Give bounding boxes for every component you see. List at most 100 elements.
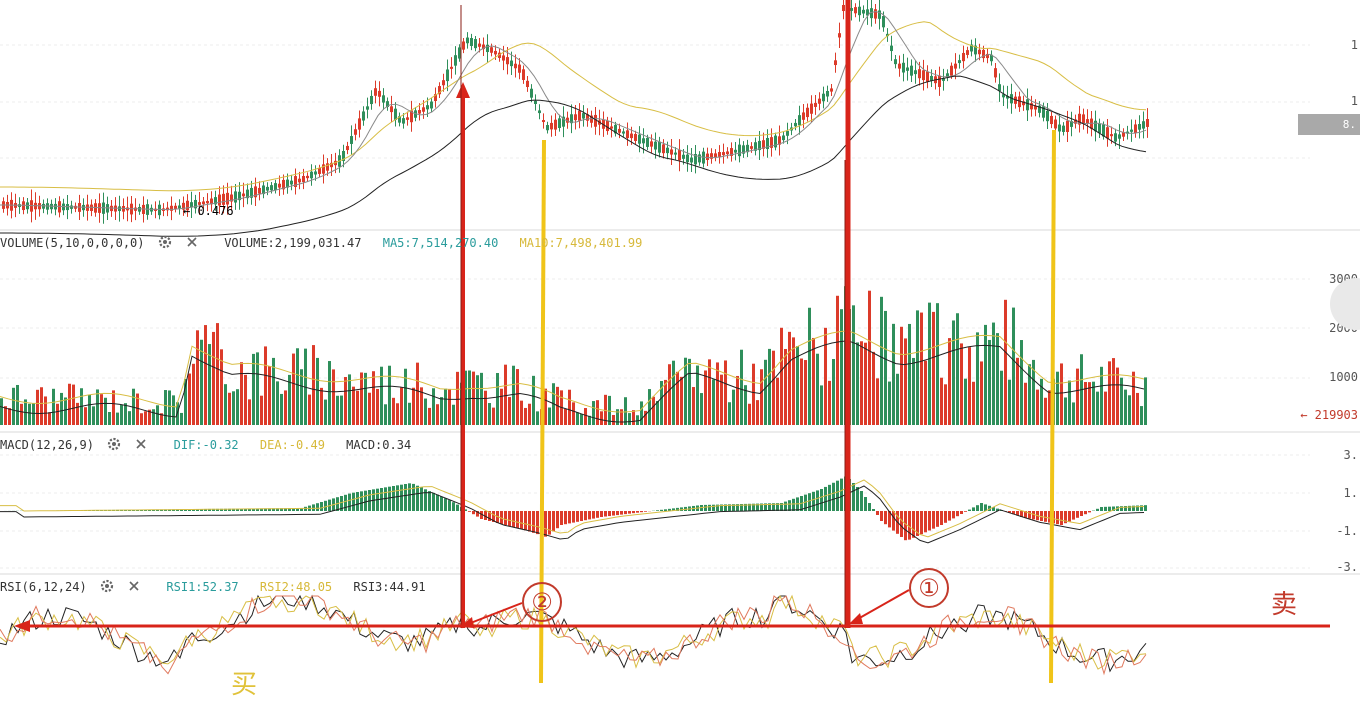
annotation-red-arrowhead [456, 82, 470, 98]
macd-histogram-bar [660, 510, 663, 511]
gear-icon[interactable] [158, 235, 172, 249]
volume-bar [824, 328, 827, 425]
volume-bar [212, 332, 215, 425]
volume-bar [56, 404, 59, 425]
volume-bar [576, 412, 579, 425]
candle-body [902, 63, 905, 73]
macd-histogram-bar [708, 505, 711, 511]
candle-body [1098, 123, 1101, 133]
volume-bar [568, 390, 571, 425]
candle-body [522, 69, 525, 80]
volume-bar [1000, 371, 1003, 425]
candle-body [962, 53, 965, 61]
volume-bar [640, 401, 643, 425]
volume-bar [760, 369, 763, 425]
volume-bar [32, 403, 35, 425]
macd-histogram-bar [856, 487, 859, 511]
volume-bar [1016, 358, 1019, 425]
macd-histogram-bar [656, 510, 659, 511]
candle-body [1026, 99, 1029, 110]
gear-icon[interactable] [100, 579, 114, 593]
candle-body [638, 135, 641, 144]
macd-histogram-bar [936, 511, 939, 527]
candle-body [958, 60, 961, 63]
volume-bar [396, 403, 399, 425]
volume-bar [144, 411, 147, 425]
macd-histogram-bar [636, 511, 639, 513]
macd-histogram-bar [952, 511, 955, 518]
candle-body [826, 91, 829, 97]
close-icon[interactable] [134, 437, 148, 451]
macd-histogram-bar [316, 503, 319, 511]
volume-bar [656, 401, 659, 425]
candle-body [554, 120, 557, 130]
macd-histogram-bar [948, 511, 951, 521]
volume-bar [668, 364, 671, 425]
candle-body [582, 113, 585, 118]
volume-bar [584, 408, 587, 425]
volume-bar [436, 404, 439, 425]
volume-bar [320, 388, 323, 425]
candle-body [806, 108, 809, 117]
candle-body [574, 114, 577, 120]
candle-body [462, 41, 465, 49]
volume-bar [448, 389, 451, 425]
macd-histogram-bar [616, 511, 619, 515]
macd-axis-tick: 3. [1344, 448, 1358, 462]
macd-histogram-bar [552, 511, 555, 531]
volume-bar [652, 397, 655, 425]
volume-bar [812, 338, 815, 425]
volume-bar [832, 359, 835, 425]
candle-body [550, 123, 553, 129]
volume-bar [712, 379, 715, 425]
candle-body [1130, 130, 1133, 132]
volume-bar [548, 408, 551, 425]
volume-bar [796, 346, 799, 425]
volume-indicator-name[interactable]: VOLUME(5,10,0,0,0,0) [0, 236, 145, 250]
candle-body [422, 107, 425, 111]
volume-bar [880, 297, 883, 425]
candle-body [794, 123, 797, 126]
rsi3-line [0, 596, 1146, 671]
rsi1-line [0, 596, 1146, 674]
macd-histogram-bar [892, 511, 895, 531]
volume-axis-tick: 1000 [1329, 370, 1358, 384]
volume-bar [968, 347, 971, 425]
candle-body [858, 7, 861, 15]
volume-bar [504, 365, 507, 425]
volume-bar [120, 405, 123, 425]
rsi-indicator-name[interactable]: RSI(6,12,24) [0, 580, 87, 594]
volume-bar [512, 366, 515, 425]
macd-histogram-bar [1060, 511, 1063, 525]
macd-histogram-bar [1088, 511, 1091, 512]
volume-bar [688, 359, 691, 425]
candle-body [734, 150, 737, 153]
candle-body [910, 66, 913, 76]
macd-histogram-bar [388, 487, 391, 511]
volume-bar [476, 375, 479, 425]
volume-bar [312, 345, 315, 425]
volume-bar [1072, 402, 1075, 425]
volume-bar [216, 323, 219, 425]
volume-bar [1064, 397, 1067, 425]
candle-body [630, 134, 633, 139]
volume-bar [468, 370, 471, 425]
candle-body [1118, 134, 1121, 138]
close-icon[interactable] [127, 579, 141, 593]
macd-histogram-bar [512, 511, 515, 527]
volume-bar [384, 404, 387, 425]
candle-body [442, 80, 445, 85]
volume-bar [628, 413, 631, 425]
volume-bar [1144, 377, 1147, 425]
volume-bar [300, 369, 303, 425]
volume-bar [388, 366, 391, 425]
macd-indicator-name[interactable]: MACD(12,26,9) [0, 438, 94, 452]
gear-icon[interactable] [107, 437, 121, 451]
macd-histogram-bar [444, 498, 447, 511]
candle-body [686, 155, 689, 163]
close-icon[interactable] [185, 235, 199, 249]
rsi-header: RSI(6,12,24) RSI1:52.37 RSI2:48.05 RSI3:… [0, 579, 440, 594]
volume-bar [1108, 361, 1111, 425]
candle-body [818, 99, 821, 104]
macd-histogram-bar [508, 511, 511, 526]
